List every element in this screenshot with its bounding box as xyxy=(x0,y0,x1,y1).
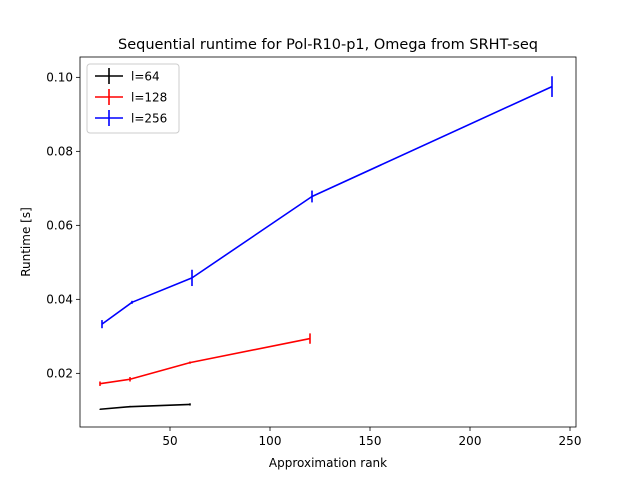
plot-area xyxy=(99,76,553,411)
legend-label: l=128 xyxy=(131,90,167,104)
y-tick-label: 0.06 xyxy=(46,219,73,233)
x-tick-label: 100 xyxy=(259,434,282,448)
legend: l=64 l=128 l=256 xyxy=(86,63,180,134)
series-line xyxy=(99,403,191,411)
y-tick-label: 0.04 xyxy=(46,293,73,307)
y-tick-label: 0.10 xyxy=(46,71,73,85)
series-line xyxy=(99,337,311,385)
legend-label: l=256 xyxy=(131,111,167,125)
x-tick-label: 150 xyxy=(359,434,382,448)
y-tick-label: 0.02 xyxy=(46,367,73,381)
legend-item: l=256 xyxy=(95,110,167,126)
series-l-256 xyxy=(101,76,553,329)
x-tick-label: 50 xyxy=(162,434,177,448)
y-axis-label: Runtime [s] xyxy=(19,207,33,277)
legend-box xyxy=(86,63,180,134)
series-l-64 xyxy=(99,403,191,411)
axes-frame xyxy=(79,56,577,428)
legend-item: l=128 xyxy=(95,89,167,105)
x-tick-label: 250 xyxy=(559,434,582,448)
x-tick-label: 200 xyxy=(459,434,482,448)
x-axis: 50 100 150 200 250 xyxy=(162,427,581,448)
y-axis: 0.02 0.04 0.06 0.08 0.10 xyxy=(46,71,80,381)
legend-item: l=64 xyxy=(95,68,160,84)
y-tick-label: 0.08 xyxy=(46,145,73,159)
x-axis-label: Approximation rank xyxy=(269,456,387,470)
chart-title: Sequential runtime for Pol-R10-p1, Omega… xyxy=(118,37,538,53)
series-l-128 xyxy=(99,333,311,386)
legend-label: l=64 xyxy=(131,69,160,83)
